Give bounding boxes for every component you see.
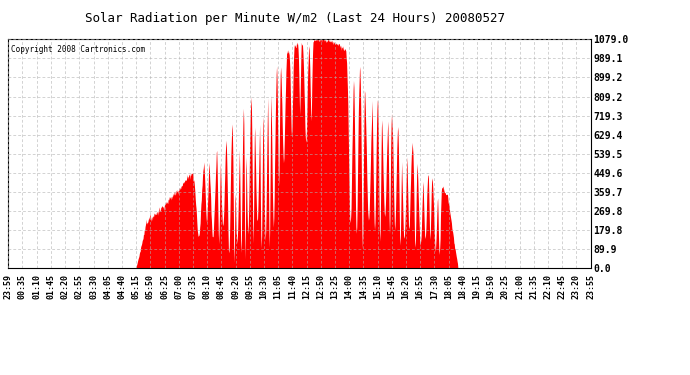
Text: Solar Radiation per Minute W/m2 (Last 24 Hours) 20080527: Solar Radiation per Minute W/m2 (Last 24…	[86, 12, 505, 25]
Text: Copyright 2008 Cartronics.com: Copyright 2008 Cartronics.com	[11, 45, 146, 54]
